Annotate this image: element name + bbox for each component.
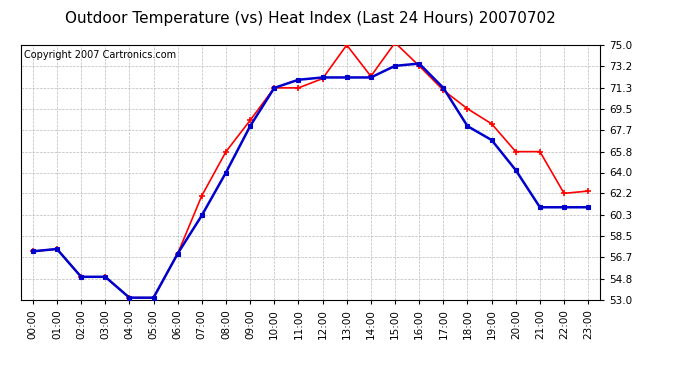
Text: Outdoor Temperature (vs) Heat Index (Last 24 Hours) 20070702: Outdoor Temperature (vs) Heat Index (Las… (65, 11, 556, 26)
Text: Copyright 2007 Cartronics.com: Copyright 2007 Cartronics.com (23, 50, 176, 60)
